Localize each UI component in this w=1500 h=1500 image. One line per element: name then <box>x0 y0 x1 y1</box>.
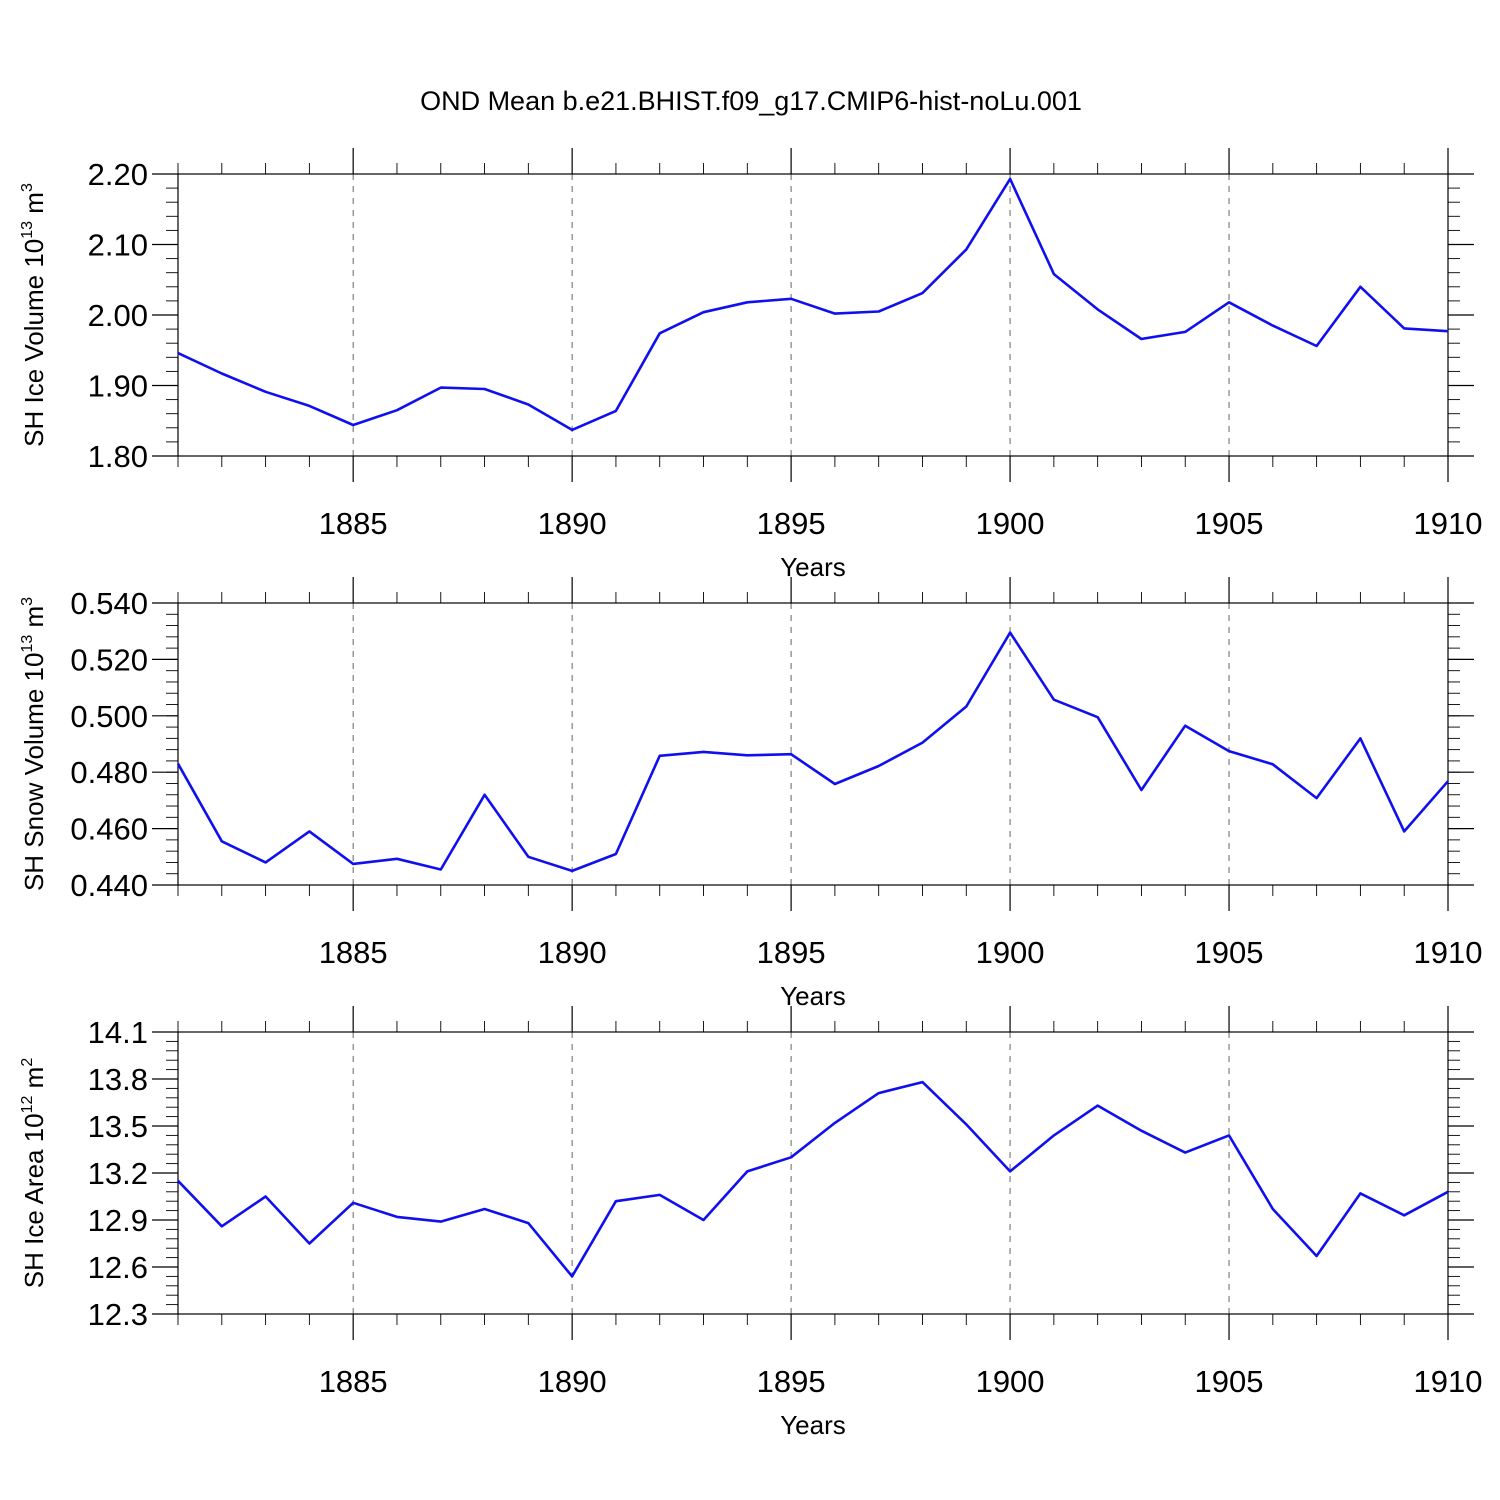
plot-frame <box>177 602 1449 886</box>
y-tick-label: 12.3 <box>88 1297 148 1332</box>
x-axis-label: Years <box>780 1410 846 1440</box>
x-axis-label: Years <box>780 552 846 582</box>
x-tick-label: 1890 <box>538 1364 607 1399</box>
x-tick-label: 1890 <box>538 506 607 541</box>
x-tick-label: 1885 <box>319 506 388 541</box>
plot-frame <box>177 1031 1449 1315</box>
y-tick-label: 12.9 <box>88 1203 148 1238</box>
x-tick-label: 1890 <box>538 935 607 970</box>
y-tick-label: 12.6 <box>88 1250 148 1285</box>
y-axis-label: SH Ice Area 1012 m2 <box>19 1058 49 1289</box>
plot-frame <box>177 173 1449 457</box>
x-tick-label: 1910 <box>1414 1364 1483 1399</box>
x-tick-label: 1910 <box>1414 935 1483 970</box>
y-tick-label: 0.460 <box>70 812 148 847</box>
panel-2: 0.440 0.460 0.480 0.500 0.520 0.540 1885 1890 18… <box>19 577 1482 1011</box>
panel-1: 1.80 1.90 2.00 2.10 2.20 1885 1890 1895 1900 1905… <box>19 148 1482 582</box>
chart-title: OND Mean b.e21.BHIST.f09_g17.CMIP6-hist-… <box>420 86 1082 116</box>
y-axis-label: SH Snow Volume 1013 m3 <box>19 597 49 891</box>
series-line <box>176 631 1449 873</box>
y-tick-label: 13.2 <box>88 1156 148 1191</box>
y-tick-label: 2.10 <box>88 228 148 263</box>
y-tick-label: 1.80 <box>88 439 148 474</box>
y-tick-label: 0.480 <box>70 755 148 790</box>
x-tick-label: 1900 <box>976 935 1045 970</box>
series-line <box>177 1080 1449 1278</box>
x-tick-label: 1905 <box>1195 935 1264 970</box>
x-tick-label: 1885 <box>319 1364 388 1399</box>
y-tick-label: 1.90 <box>88 369 148 404</box>
y-tick-label: 14.1 <box>88 1015 148 1050</box>
x-tick-label: 1900 <box>976 1364 1045 1399</box>
y-tick-label: 2.00 <box>88 298 148 333</box>
x-tick-label: 1910 <box>1414 506 1483 541</box>
y-tick-label: 2.20 <box>88 157 148 192</box>
x-tick-label: 1900 <box>976 506 1045 541</box>
y-tick-label: 13.5 <box>88 1109 148 1144</box>
panel-3: 12.3 12.6 12.9 13.2 13.5 13.8 14.1 1885 1890 1895… <box>19 1006 1482 1440</box>
y-tick-label: 0.500 <box>70 699 148 734</box>
x-tick-label: 1885 <box>319 935 388 970</box>
y-axis-label: SH Ice Volume 1013 m3 <box>19 183 49 447</box>
x-tick-label: 1895 <box>757 1364 826 1399</box>
y-tick-label: 13.8 <box>88 1062 148 1097</box>
x-tick-label: 1905 <box>1195 506 1264 541</box>
x-tick-label: 1905 <box>1195 1364 1264 1399</box>
y-tick-label: 0.540 <box>70 586 148 621</box>
series-line <box>177 177 1449 432</box>
x-tick-label: 1895 <box>757 506 826 541</box>
chart-panels: 1.80 1.90 2.00 2.10 2.20 1885 1890 1895 1900 1905… <box>19 148 1482 1440</box>
y-tick-label: 0.440 <box>70 868 148 903</box>
x-axis-label: Years <box>780 981 846 1011</box>
x-tick-label: 1895 <box>757 935 826 970</box>
y-tick-label: 0.520 <box>70 642 148 677</box>
